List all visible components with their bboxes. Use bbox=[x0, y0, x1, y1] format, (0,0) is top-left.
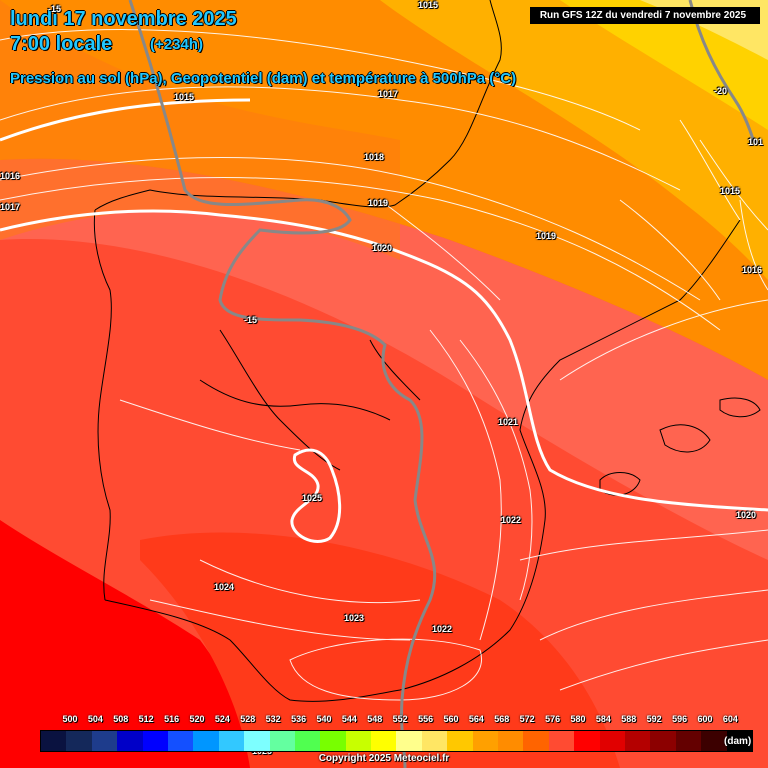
isobar-label-1020-east: 1020 bbox=[736, 510, 757, 520]
coastlines bbox=[93, 0, 761, 702]
legend-label-520: 520 bbox=[189, 714, 205, 724]
isobar-label-1025-high: 1025 bbox=[302, 493, 323, 503]
legend-label-516: 516 bbox=[164, 714, 180, 724]
band-584-southwest bbox=[0, 520, 260, 768]
isobar-label-1019-france: 1019 bbox=[536, 231, 557, 241]
legend-swatch-17 bbox=[472, 731, 499, 751]
legend-label-604: 604 bbox=[722, 714, 738, 724]
legend-swatch-0 bbox=[41, 731, 67, 751]
forecast-date: lundi 17 novembre 2025 bbox=[10, 8, 237, 30]
isotherm-label-minus20: -20 bbox=[714, 86, 728, 96]
legend-value-labels: 500 504 508 512 516 520 524 528 532 536 540 544 548 5… bbox=[40, 714, 740, 726]
isobar-label-1017-west: 1017 bbox=[0, 202, 21, 212]
map-subtitle: Pression au sol (hPa), Geopotentiel (dam… bbox=[10, 70, 517, 87]
legend-swatch-27 bbox=[726, 731, 752, 751]
legend-label-524: 524 bbox=[214, 714, 230, 724]
legend-label-596: 596 bbox=[672, 714, 688, 724]
legend-label-548: 548 bbox=[367, 714, 383, 724]
legend-swatch-8 bbox=[244, 731, 270, 751]
legend-swatch-3 bbox=[117, 731, 143, 751]
legend-label-580: 580 bbox=[570, 714, 586, 724]
run-info: Run GFS 12Z du vendredi 7 novembre 2025 bbox=[529, 7, 760, 24]
legend-label-568: 568 bbox=[494, 714, 510, 724]
legend-swatch-10 bbox=[294, 731, 321, 751]
legend-label-528: 528 bbox=[240, 714, 256, 724]
isobar-label-1016-east: 1016 bbox=[742, 265, 763, 275]
legend-label-508: 508 bbox=[113, 714, 129, 724]
legend-label-592: 592 bbox=[646, 714, 662, 724]
legend-swatch-25 bbox=[675, 731, 702, 751]
legend-label-552: 552 bbox=[392, 714, 408, 724]
legend-swatch-12 bbox=[345, 731, 372, 751]
legend-label-564: 564 bbox=[468, 714, 484, 724]
legend-label-584: 584 bbox=[595, 714, 611, 724]
legend-label-540: 540 bbox=[316, 714, 332, 724]
legend-swatch-13 bbox=[371, 731, 397, 751]
isobar-label-1016-west: 1016 bbox=[0, 171, 21, 181]
legend-label-572: 572 bbox=[519, 714, 535, 724]
legend-swatch-4 bbox=[142, 731, 168, 751]
legend-label-512: 512 bbox=[138, 714, 154, 724]
legend-swatch-5 bbox=[167, 731, 194, 751]
legend-label-556: 556 bbox=[418, 714, 434, 724]
legend-swatch-21 bbox=[574, 731, 600, 751]
band-576 bbox=[0, 158, 768, 560]
legend-label-576: 576 bbox=[545, 714, 561, 724]
isobar-label-1023: 1023 bbox=[344, 613, 365, 623]
isotherm-label-minus15-iberia: -15 bbox=[244, 315, 258, 325]
legend-label-588: 588 bbox=[621, 714, 637, 724]
band-584-south bbox=[140, 532, 620, 768]
isobar-label-101-east: 101 bbox=[748, 137, 764, 147]
isobar-label-1015-north: 1015 bbox=[418, 0, 439, 10]
legend-label-500: 500 bbox=[62, 714, 78, 724]
legend-unit: (dam) bbox=[724, 736, 752, 747]
isobar-label-1018: 1018 bbox=[364, 152, 385, 162]
legend-swatch-7 bbox=[218, 731, 245, 751]
isobars bbox=[0, 29, 768, 701]
legend-swatch-1 bbox=[66, 731, 92, 751]
legend-label-544: 544 bbox=[341, 714, 357, 724]
legend-color-bar bbox=[40, 730, 753, 752]
thick-isobars bbox=[0, 98, 768, 544]
isobar-label-1022-south: 1022 bbox=[432, 624, 453, 634]
legend-swatch-22 bbox=[599, 731, 625, 751]
isobar-label-1015-west: 1015 bbox=[174, 92, 195, 102]
legend-swatch-6 bbox=[193, 731, 219, 751]
legend-swatch-2 bbox=[91, 731, 118, 751]
legend-label-536: 536 bbox=[291, 714, 307, 724]
legend-swatch-23 bbox=[624, 731, 651, 751]
lead-time: (+234h) bbox=[150, 36, 203, 53]
isobar-label-1015-east: 1015 bbox=[720, 186, 741, 196]
legend-swatch-9 bbox=[269, 731, 295, 751]
legend-swatch-20 bbox=[548, 731, 575, 751]
band-572-west bbox=[0, 0, 400, 260]
isobar-label-1017-north: 1017 bbox=[378, 89, 399, 99]
copyright: Copyright 2025 Meteociel.fr bbox=[318, 753, 450, 764]
isobar-label-1021: 1021 bbox=[498, 417, 519, 427]
legend-swatch-24 bbox=[650, 731, 676, 751]
legend-label-532: 532 bbox=[265, 714, 281, 724]
legend-swatch-15 bbox=[421, 731, 448, 751]
legend-label-560: 560 bbox=[443, 714, 459, 724]
isotherms bbox=[128, 0, 757, 768]
isobar-label-1022-east: 1022 bbox=[501, 515, 522, 525]
band-568 bbox=[380, 0, 768, 280]
legend-label-600: 600 bbox=[697, 714, 713, 724]
legend-swatch-16 bbox=[447, 731, 473, 751]
forecast-time: 7:00 locale bbox=[10, 33, 113, 55]
legend-swatch-18 bbox=[498, 731, 524, 751]
legend-swatch-19 bbox=[523, 731, 549, 751]
legend-swatch-14 bbox=[396, 731, 422, 751]
legend-swatch-26 bbox=[701, 731, 727, 751]
isobar-label-1019-biscay: 1019 bbox=[368, 198, 389, 208]
isotherm-label-minus15-top: -15 bbox=[48, 4, 62, 14]
legend-swatch-11 bbox=[320, 731, 346, 751]
legend-label-504: 504 bbox=[87, 714, 103, 724]
isobar-label-1024: 1024 bbox=[214, 582, 235, 592]
isobar-label-1020-north: 1020 bbox=[372, 243, 393, 253]
